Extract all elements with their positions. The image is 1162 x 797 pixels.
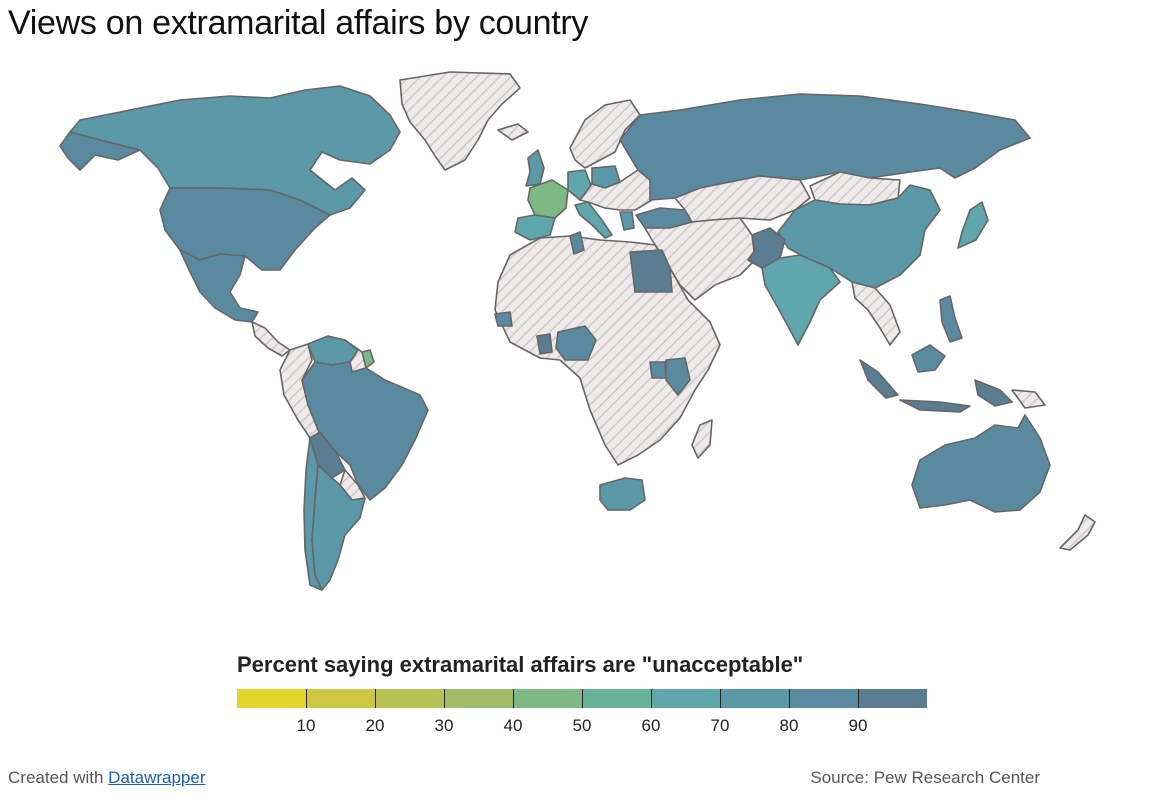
legend-tick-label: 10 [296,716,316,735]
legend-swatch [582,689,651,708]
country-philippines [939,295,963,343]
legend-tick [858,689,859,708]
legend-tick-label: 40 [503,716,523,735]
country-indonesia [859,359,1013,413]
legend-swatch [237,689,306,708]
country-italy [574,201,613,239]
legend-tick [444,689,445,708]
legend-tick [513,689,514,708]
country-malaysia [911,344,946,373]
legend-labels: 10 20 30 40 50 60 70 80 90 [237,716,927,738]
country-new-zealand [1059,514,1096,551]
country-greenland [399,71,521,171]
legend-ticks [237,689,927,708]
country-iceland [497,123,529,141]
country-papua-new-guinea [1011,389,1046,409]
country-central-america [251,321,291,357]
country-france [527,179,569,219]
country-mongolia [809,171,901,206]
country-alaska [59,131,141,171]
legend-tick [651,689,652,708]
country-spain [514,214,556,241]
country-tunisia [569,231,585,255]
country-senegal [494,311,513,327]
footer-source: Source: Pew Research Center [810,768,1040,787]
country-southeast-asia [851,281,901,346]
country-scandinavia [569,99,641,169]
country-ghana [536,333,553,355]
country-united-states [159,187,331,271]
legend-tick [306,689,307,708]
legend-tick [375,689,376,708]
country-india [761,254,841,346]
legend-tick [720,689,721,708]
legend-tick-label: 60 [641,716,661,735]
country-argentina [311,464,366,591]
country-uganda [649,361,667,379]
legend-swatch [651,689,720,708]
country-canada [69,85,401,216]
country-japan [957,201,989,249]
chart-title: Views on extramarital affairs by country [8,4,589,42]
country-madagascar [691,419,713,459]
legend-swatch [858,689,927,708]
country-united-kingdom [525,149,545,187]
country-nigeria [555,325,597,361]
footer-credit-prefix: Created with [8,768,104,787]
legend-swatch [513,689,582,708]
legend-swatch [444,689,513,708]
country-australia [911,414,1051,513]
legend-swatch [789,689,858,708]
legend-tick-label: 50 [572,716,592,735]
footer-credit: Created with Datawrapper [8,768,206,788]
country-south-africa [599,477,646,511]
legend-tick [582,689,583,708]
country-eastern-europe [579,169,653,211]
legend-tick-label: 70 [710,716,730,735]
country-mexico [179,249,259,323]
world-map [40,60,1130,620]
country-egypt [629,249,673,293]
legend-tick [789,689,790,708]
country-kenya [665,357,691,396]
country-africa [494,235,721,466]
datawrapper-link[interactable]: Datawrapper [108,768,206,787]
legend-tick-label: 90 [848,716,868,735]
legend-color-scale [237,689,927,708]
legend-swatch [720,689,789,708]
legend-tick-label: 80 [779,716,799,735]
legend-title: Percent saying extramarital affairs are … [237,652,804,677]
legend-swatch [375,689,444,708]
legend-tick-label: 20 [365,716,385,735]
legend-tick-label: 30 [434,716,454,735]
legend-swatch [306,689,375,708]
country-greece [619,211,635,231]
